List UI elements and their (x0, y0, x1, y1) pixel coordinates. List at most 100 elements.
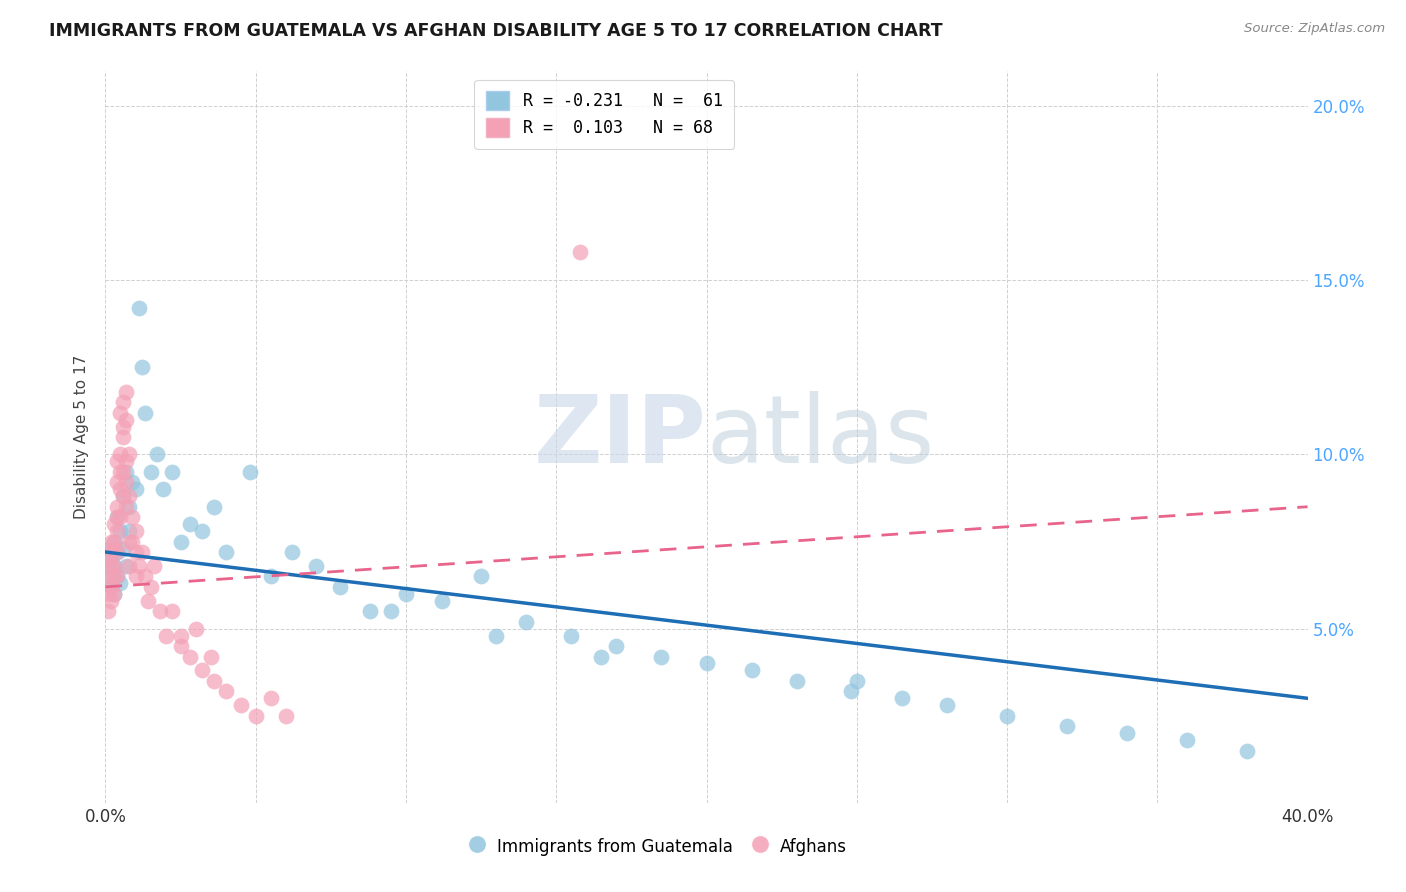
Point (128, 301, 150, 316)
Point (179, 649, 201, 664)
Point (169, 639, 191, 653)
Point (115, 384, 138, 399)
Point (124, 569, 146, 583)
Point (100, 580, 122, 594)
Point (395, 587, 418, 601)
Point (107, 475, 129, 490)
Point (591, 649, 613, 664)
Point (103, 558, 125, 573)
Point (107, 569, 129, 583)
Point (239, 465, 262, 479)
Point (97, 541, 120, 556)
Point (112, 419, 135, 434)
Text: Source: ZipAtlas.com: Source: ZipAtlas.com (1244, 22, 1385, 36)
Point (190, 524, 212, 538)
Point (103, 587, 125, 601)
Point (115, 475, 138, 490)
Point (110, 576, 132, 591)
Point (430, 594, 453, 608)
Point (169, 629, 191, 643)
Point (136, 594, 159, 608)
Point (128, 558, 150, 573)
Point (107, 545, 129, 559)
Point (110, 524, 132, 538)
Point (281, 545, 304, 559)
Legend: Immigrants from Guatemala, Afghans: Immigrants from Guatemala, Afghans (463, 829, 855, 864)
Point (107, 569, 129, 583)
Point (97, 558, 120, 573)
Point (142, 558, 165, 573)
Point (112, 395, 135, 409)
Point (103, 569, 125, 583)
Text: ZIP: ZIP (534, 391, 707, 483)
Y-axis label: Disability Age 5 to 17: Disability Age 5 to 17 (75, 355, 90, 519)
Point (184, 622, 207, 636)
Point (112, 541, 135, 556)
Point (124, 545, 146, 559)
Point (202, 500, 225, 514)
Point (110, 406, 132, 420)
Point (845, 673, 868, 688)
Point (118, 524, 141, 538)
Point (839, 684, 862, 698)
Point (515, 615, 537, 629)
Point (1236, 743, 1258, 757)
Point (569, 245, 592, 260)
Point (202, 673, 225, 688)
Point (115, 454, 138, 468)
Point (650, 649, 672, 664)
Point (124, 483, 146, 497)
Point (118, 558, 141, 573)
Point (107, 454, 129, 468)
Point (107, 510, 129, 524)
Point (995, 708, 1018, 723)
Point (605, 639, 627, 653)
Point (115, 412, 138, 426)
Point (329, 580, 352, 594)
Point (229, 698, 252, 713)
Point (107, 510, 129, 524)
Point (112, 489, 135, 503)
Point (305, 558, 328, 573)
Point (214, 684, 236, 698)
Point (169, 534, 191, 549)
Point (200, 649, 222, 664)
Point (100, 552, 122, 566)
Point (485, 629, 508, 643)
Point (107, 545, 129, 559)
Point (148, 604, 170, 618)
Point (112, 489, 135, 503)
Point (115, 500, 138, 514)
Point (97, 587, 120, 601)
Point (97, 604, 120, 618)
Point (134, 406, 156, 420)
Point (100, 594, 122, 608)
Point (190, 664, 212, 678)
Point (100, 545, 122, 559)
Point (97, 569, 120, 583)
Point (121, 534, 143, 549)
Point (103, 517, 125, 532)
Point (115, 465, 138, 479)
Point (139, 580, 162, 594)
Point (470, 569, 492, 583)
Point (131, 360, 153, 375)
Point (134, 569, 156, 583)
Point (118, 448, 141, 462)
Point (155, 629, 177, 643)
Point (97, 552, 120, 566)
Point (145, 448, 167, 462)
Point (160, 465, 183, 479)
Point (103, 558, 125, 573)
Point (100, 580, 122, 594)
Text: atlas: atlas (707, 391, 935, 483)
Point (100, 558, 122, 573)
Point (214, 545, 236, 559)
Point (1175, 733, 1198, 747)
Point (380, 604, 402, 618)
Point (103, 534, 125, 549)
Point (110, 448, 132, 462)
Point (1056, 719, 1078, 733)
Point (274, 708, 297, 723)
Point (560, 629, 582, 643)
